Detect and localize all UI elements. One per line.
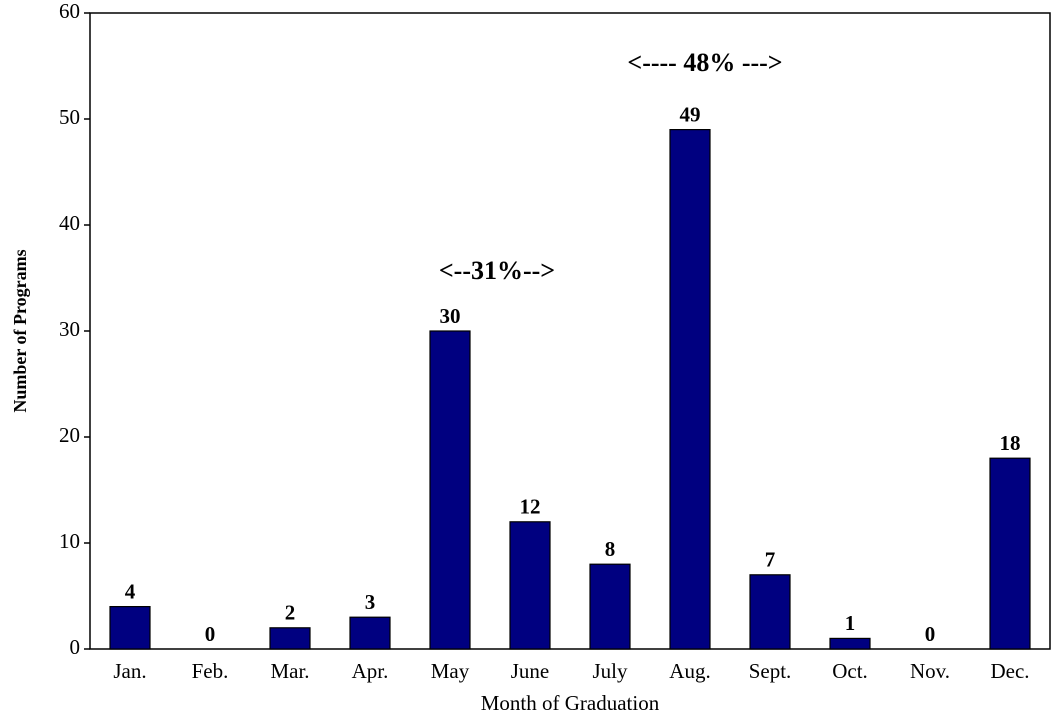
y-tick-label: 10 (59, 529, 80, 553)
bar (669, 129, 711, 650)
value-label: 0 (925, 622, 936, 646)
y-tick-label: 50 (59, 105, 80, 129)
bar (749, 574, 791, 650)
x-tick-label: Oct. (832, 659, 868, 683)
x-tick-label: Mar. (270, 659, 309, 683)
value-label: 30 (440, 304, 461, 328)
value-label: 2 (285, 601, 296, 625)
annotation: <--31%--> (439, 256, 555, 285)
bar (269, 627, 311, 650)
y-tick-label: 20 (59, 423, 80, 447)
bar (349, 616, 391, 650)
value-label: 8 (605, 537, 616, 561)
bar (509, 521, 551, 650)
x-tick-label: Feb. (192, 659, 229, 683)
x-axis-label: Month of Graduation (481, 691, 660, 715)
y-axis-label: Number of Programs (10, 249, 30, 412)
y-tick-label: 60 (59, 0, 80, 23)
bar (989, 457, 1031, 650)
value-label: 4 (125, 579, 136, 603)
plot-frame (89, 12, 1051, 650)
y-tick-label: 40 (59, 211, 80, 235)
x-tick-label: Jan. (113, 659, 146, 683)
bar (589, 563, 631, 650)
x-tick-label: Sept. (749, 659, 792, 683)
value-label: 18 (1000, 431, 1021, 455)
x-tick-label: Aug. (669, 659, 710, 683)
bar (109, 605, 151, 650)
y-tick-label: 0 (70, 635, 81, 659)
annotation: <---- 48% ---> (627, 48, 782, 77)
y-tick-label: 30 (59, 317, 80, 341)
x-tick-label: Nov. (910, 659, 950, 683)
value-label: 12 (520, 495, 541, 519)
x-tick-label: June (511, 659, 550, 683)
value-label: 49 (680, 102, 701, 126)
value-label: 7 (765, 548, 776, 572)
x-tick-label: Dec. (990, 659, 1029, 683)
bar (829, 637, 871, 650)
x-tick-label: May (431, 659, 470, 683)
value-label: 1 (845, 611, 856, 635)
bar (429, 330, 471, 650)
x-tick-label: Apr. (352, 659, 389, 683)
value-label: 0 (205, 622, 216, 646)
x-tick-label: July (592, 659, 628, 683)
value-label: 3 (365, 590, 376, 614)
